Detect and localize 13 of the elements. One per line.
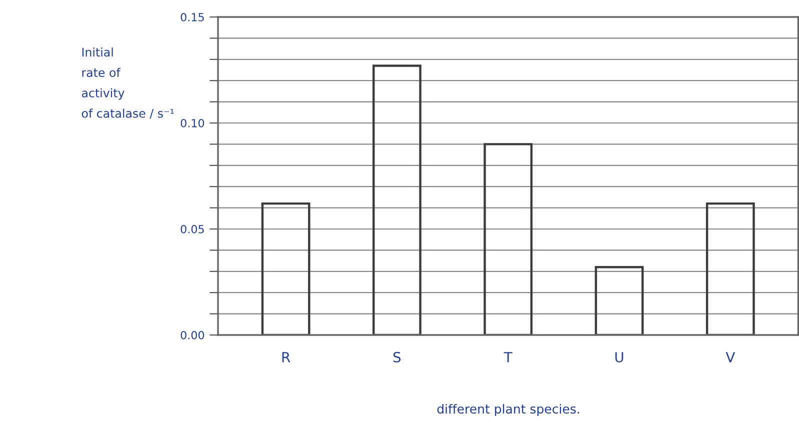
x-tick-label: U [615, 352, 624, 362]
bar [372, 64, 422, 335]
y-tick-label: 0.10 [180, 118, 204, 128]
y-tick-label: 0.00 [180, 330, 204, 340]
y-tick-label: 0.15 [180, 12, 204, 22]
x-tick-label: R [282, 352, 290, 362]
bar [484, 143, 533, 335]
y-tick-label: 0.05 [180, 224, 204, 234]
y-axis-title: Initial rate of activity of catalase / s⁻¹ [82, 47, 174, 119]
x-axis-title: different plant species. [437, 404, 580, 416]
x-tick-label: T [504, 352, 512, 362]
x-tick-label: V [726, 352, 736, 362]
x-tick-label: S [393, 352, 401, 362]
